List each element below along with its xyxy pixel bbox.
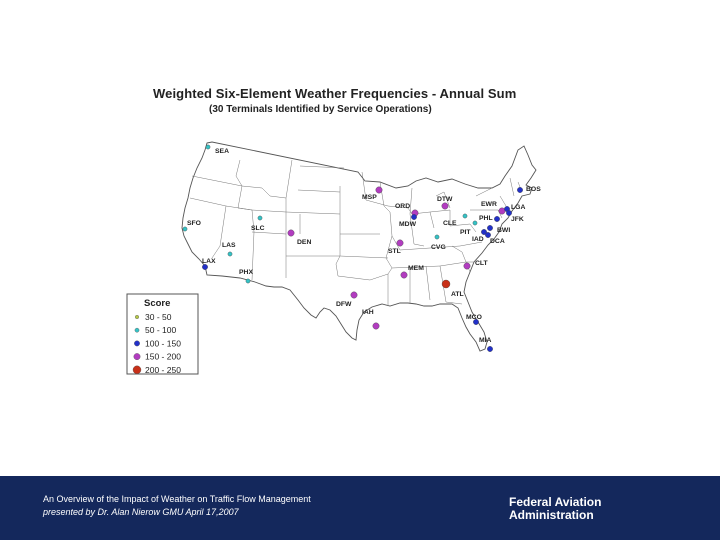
airport-label-iad: IAD [472,236,484,243]
airport-marker-atl [441,279,451,289]
airport-label-iah: IAH [362,309,374,316]
state-borders [189,159,523,306]
legend-swatch [134,340,140,347]
presentation-title: An Overview of the Impact of Weather on … [43,494,311,504]
airport-label-cle: CLE [443,220,457,227]
airport-marker-pit [472,220,478,226]
airport-marker-sfo [182,226,188,232]
airport-marker-las [227,251,233,257]
airport-label-bos: BOS [526,186,541,193]
legend-label: 100 - 150 [145,338,181,348]
airport-label-clt: CLT [475,260,489,267]
airport-label-den: DEN [297,239,311,246]
airport-marker-mem [400,271,408,279]
legend-label: 150 - 200 [145,352,181,362]
airport-label-dtw: DTW [437,196,453,203]
airport-marker-msp [375,186,383,194]
organization-line-2: Administration [509,508,594,522]
airport-marker-cle [462,213,468,219]
airport-marker-stl [396,239,404,247]
airport-label-cvg: CVG [431,244,446,251]
airport-label-las: LAS [222,242,236,249]
organization-name: Federal Aviation Administration [509,496,601,522]
airport-marker-iad [481,229,487,235]
airport-label-mdw: MDW [399,221,417,228]
footer-bar: An Overview of the Impact of Weather on … [0,476,720,540]
airport-marker-dfw [350,291,358,299]
airport-label-mco: MCO [466,314,482,321]
us-map: Score 30 - 50 50 - 100 100 - 150 150 - 200 2… [126,141,541,375]
legend: Score 30 - 50 50 - 100 100 - 150 150 - 200 2… [126,293,199,375]
airport-label-mia: MIA [479,337,492,344]
legend-title: Score [144,298,170,309]
airport-label-ewr: EWR [481,201,497,208]
footer-presentation-info: An Overview of the Impact of Weather on … [43,493,311,519]
airport-label-slc: SLC [251,225,265,232]
presenter-line: presented by Dr. Alan Nierow GMU April 1… [43,507,239,517]
legend-swatch [134,327,140,333]
airport-marker-mdw [411,214,417,220]
organization-line-1: Federal Aviation [509,495,602,509]
airport-label-jfk: JFK [511,216,524,223]
legend-box [126,293,199,375]
airport-label-stl: STL [388,248,401,255]
airport-marker-bwi [487,225,493,231]
airport-marker-lax [202,264,208,270]
airport-marker-mco [473,319,479,325]
airport-label-lax: LAX [202,258,216,265]
airport-label-bwi: BWI [497,227,510,234]
airport-marker-jfk [506,210,512,216]
airport-marker-phx [245,278,251,284]
airport-marker-dtw [441,202,449,210]
airport-marker-sea [205,144,211,150]
airport-marker-phl [494,216,500,222]
legend-swatch [132,365,142,374]
airport-label-msp: MSP [362,194,377,201]
airport-label-phl: PHL [479,215,493,222]
legend-swatch [133,353,141,360]
airport-label-pit: PIT [460,229,471,236]
airport-label-dfw: DFW [336,301,352,308]
airport-marker-mia [487,346,493,352]
airport-label-atl: ATL [451,291,464,298]
legend-label: 200 - 250 [145,365,181,375]
map-title: Weighted Six-Element Weather Frequencies… [153,86,517,101]
legend-swatch [134,315,139,320]
airport-marker-bos [517,187,523,193]
us-outline [181,141,537,352]
legend-label: 50 - 100 [145,325,176,335]
airport-marker-iah [372,322,380,330]
airport-label-dca: DCA [490,238,505,245]
airport-marker-dca [485,232,491,238]
legend-label: 30 - 50 [145,312,172,322]
airport-label-ord: ORD [395,203,410,210]
airport-marker-cvg [434,234,440,240]
airport-label-sea: SEA [215,148,229,155]
airport-marker-slc [257,215,263,221]
airport-marker-den [287,229,295,237]
airport-marker-clt [463,262,471,270]
airport-label-sfo: SFO [187,220,201,227]
map-subtitle: (30 Terminals Identified by Service Oper… [209,104,432,115]
airport-label-phx: PHX [239,269,253,276]
airport-label-lga: LGA [511,204,525,211]
airport-label-mem: MEM [408,265,424,272]
